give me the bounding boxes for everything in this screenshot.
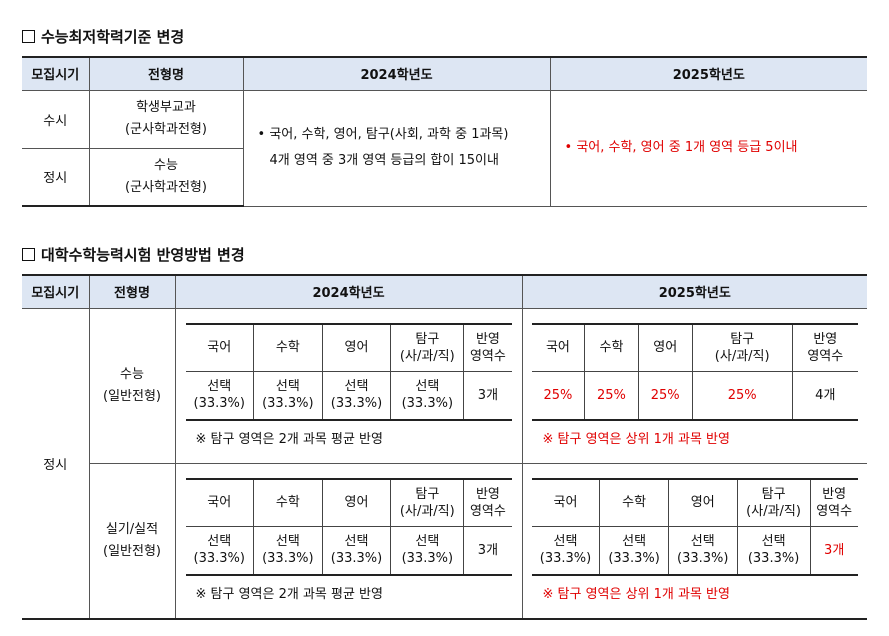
- note-2024: ※ 탐구 영역은 2개 과목 평균 반영: [195, 431, 383, 447]
- subj-count: 반영 영역수: [463, 322, 512, 372]
- subj-math: 수학: [253, 322, 323, 372]
- note-2025: ※ 탐구 영역은 상위 1개 과목 반영: [542, 431, 730, 447]
- section2-title: 대학수학능력시험 반영방법 변경: [41, 246, 245, 264]
- type-line1: 학생부교과: [136, 100, 196, 115]
- type-line2: (군사학과전형): [125, 179, 207, 195]
- criteria-2025-text: 국어, 수학, 영어 중 1개 영역 등급 5이내: [576, 140, 798, 155]
- val-math: 선택 (33.3%): [599, 526, 669, 576]
- subj-inquiry: 탐구 (사/과/직): [736, 477, 811, 527]
- header-period: 모집시기: [22, 274, 90, 309]
- subj-count: 반영 영역수: [791, 322, 858, 372]
- type-cell: 학생부교과 (군사학과전형): [88, 89, 244, 149]
- admission-min-table: 모집시기 전형명 2024학년도 2025학년도 수시 학생부교과 (군사학과전…: [22, 56, 867, 207]
- val-math: 25%: [584, 371, 639, 421]
- val-korean: 25%: [531, 371, 586, 421]
- val-inquiry: 25%: [691, 371, 793, 421]
- section2-title-row: 대학수학능력시험 반영방법 변경: [22, 244, 245, 265]
- subj-math: 수학: [584, 322, 639, 372]
- val-inquiry: 선택 (33.3%): [736, 526, 811, 576]
- bullet: •: [257, 127, 266, 142]
- method-2024-practical: 국어 수학 영어 탐구 (사/과/직) 반영 영역수 선택 (33.3%) 선택 (33…: [174, 462, 523, 620]
- subj-math: 수학: [599, 477, 669, 527]
- type-cell: 수능 (일반전형): [88, 307, 176, 464]
- subject-table: 국어 수학 영어 탐구 (사/과/직) 반영 영역수 25% 25% 25% 25%…: [531, 322, 858, 421]
- type-line1: 수능: [120, 366, 144, 382]
- criteria-2024: • 국어, 수학, 영어, 탐구(사회, 과학 중 1과목) 4개 영역 중 3…: [242, 89, 551, 207]
- bullet: •: [564, 140, 573, 155]
- square-icon: [22, 30, 35, 43]
- criteria-2024-line1: 국어, 수학, 영어, 탐구(사회, 과학 중 1과목): [269, 127, 509, 142]
- subj-english: 영어: [637, 322, 693, 372]
- subj-korean: 국어: [531, 322, 586, 372]
- val-english: 선택 (33.3%): [667, 526, 738, 576]
- val-count: 3개: [463, 526, 512, 576]
- header-2025: 2025학년도: [549, 56, 867, 91]
- subj-math: 수학: [253, 477, 323, 527]
- subject-table: 국어 수학 영어 탐구 (사/과/직) 반영 영역수 선택 (33.3%) 선택 (33…: [185, 477, 512, 576]
- square-icon: [22, 248, 35, 261]
- section1-title-row: 수능최저학력기준 변경: [22, 26, 184, 47]
- subj-inquiry: 탐구 (사/과/직): [691, 322, 793, 372]
- type-cell: 실기/실적 (일반전형): [88, 462, 176, 620]
- type-line1: 실기/실적: [105, 521, 159, 537]
- val-count: 3개: [463, 371, 512, 421]
- header-type: 전형명: [88, 274, 176, 309]
- subject-table: 국어 수학 영어 탐구 (사/과/직) 반영 영역수 선택 (33.3%) 선택 (33…: [531, 477, 858, 576]
- note-2025: ※ 탐구 영역은 상위 1개 과목 반영: [542, 586, 730, 602]
- header-2024: 2024학년도: [174, 274, 523, 309]
- type-line1: 수능: [154, 157, 178, 173]
- val-korean: 선택 (33.3%): [531, 526, 601, 576]
- type-line2: (군사학과전형): [125, 122, 207, 137]
- subj-korean: 국어: [185, 477, 254, 527]
- val-count: 3개: [809, 526, 858, 576]
- subj-count: 반영 영역수: [463, 477, 512, 527]
- subj-english: 영어: [667, 477, 738, 527]
- period-jeongsi: 정시: [22, 307, 90, 620]
- type-line2: (일반전형): [103, 543, 161, 559]
- val-inquiry: 선택 (33.3%): [390, 526, 465, 576]
- header-period: 모집시기: [22, 56, 90, 91]
- subj-korean: 국어: [531, 477, 601, 527]
- val-count: 4개: [791, 371, 858, 421]
- criteria-2024-line2: 4개 영역 중 3개 영역 등급의 합이 15이내: [269, 153, 499, 168]
- section1-title: 수능최저학력기준 변경: [41, 28, 185, 46]
- header-2024: 2024학년도: [242, 56, 551, 91]
- subj-korean: 국어: [185, 322, 254, 372]
- subj-count: 반영 영역수: [809, 477, 858, 527]
- type-cell: 수능 (군사학과전형): [88, 147, 244, 207]
- val-math: 선택 (33.3%): [253, 371, 323, 421]
- header-type: 전형명: [88, 56, 244, 91]
- val-inquiry: 선택 (33.3%): [390, 371, 465, 421]
- val-english: 25%: [637, 371, 693, 421]
- method-2025-practical: 국어 수학 영어 탐구 (사/과/직) 반영 영역수 선택 (33.3%) 선택 (33…: [521, 462, 867, 620]
- val-math: 선택 (33.3%): [253, 526, 323, 576]
- period-susi: 수시: [22, 89, 90, 149]
- subj-english: 영어: [321, 477, 392, 527]
- subject-table: 국어 수학 영어 탐구 (사/과/직) 반영 영역수 선택 (33.3%) 선택 (33…: [185, 322, 512, 421]
- subj-inquiry: 탐구 (사/과/직): [390, 477, 465, 527]
- criteria-2025: • 국어, 수학, 영어 중 1개 영역 등급 5이내: [549, 89, 867, 207]
- val-korean: 선택 (33.3%): [185, 371, 254, 421]
- method-2025-suneung: 국어 수학 영어 탐구 (사/과/직) 반영 영역수 25% 25% 25% 25%…: [521, 307, 867, 464]
- header-2025: 2025학년도: [521, 274, 867, 309]
- val-english: 선택 (33.3%): [321, 371, 392, 421]
- val-english: 선택 (33.3%): [321, 526, 392, 576]
- subj-inquiry: 탐구 (사/과/직): [390, 322, 465, 372]
- val-korean: 선택 (33.3%): [185, 526, 254, 576]
- note-2024: ※ 탐구 영역은 2개 과목 평균 반영: [195, 586, 383, 602]
- period-jeongsi: 정시: [22, 147, 90, 207]
- method-2024-suneung: 국어 수학 영어 탐구 (사/과/직) 반영 영역수 선택 (33.3%) 선택 (33…: [174, 307, 523, 464]
- suneung-method-table: 모집시기 전형명 2024학년도 2025학년도 정시 수능 (일반전형) 국어…: [22, 274, 867, 620]
- type-line2: (일반전형): [103, 388, 161, 404]
- subj-english: 영어: [321, 322, 392, 372]
